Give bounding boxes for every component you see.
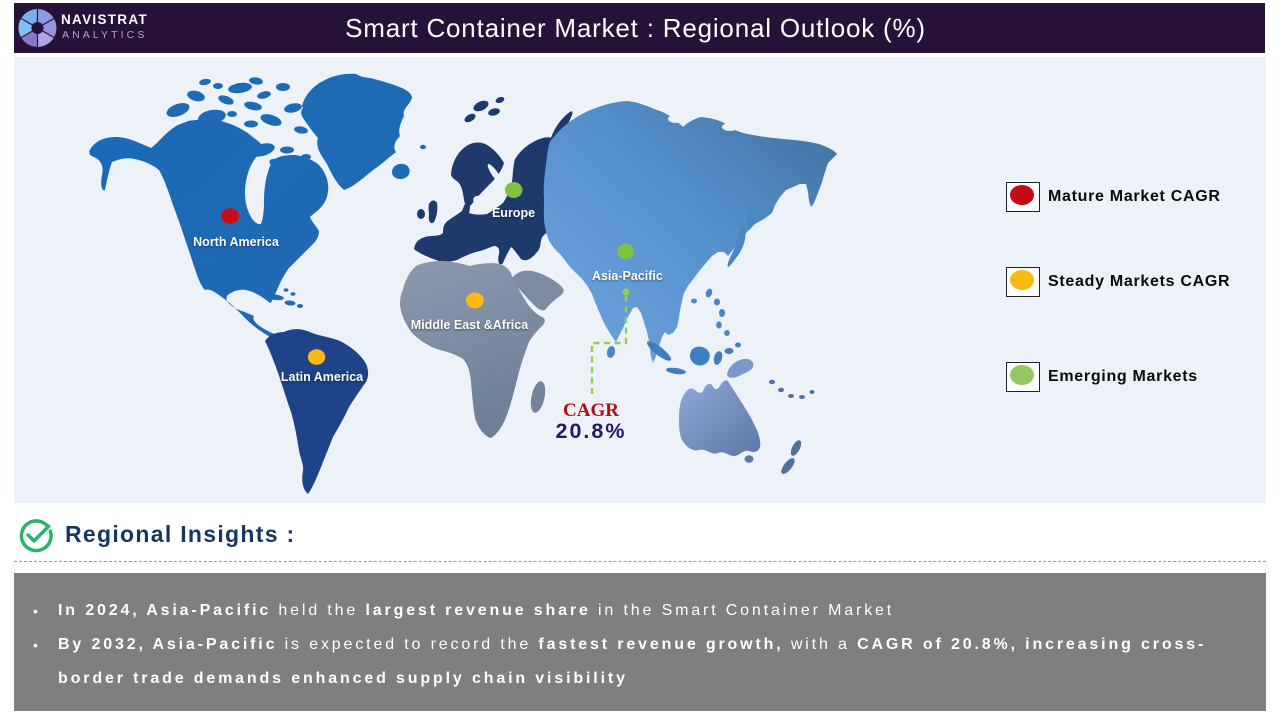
- svg-text:Latin America: Latin America: [281, 370, 364, 384]
- svg-text:Middle East &Africa: Middle East &Africa: [411, 318, 529, 332]
- svg-text:20.8%: 20.8%: [556, 419, 627, 443]
- svg-text:Europe: Europe: [492, 206, 535, 220]
- svg-text:Asia-Pacific: Asia-Pacific: [592, 269, 663, 283]
- svg-text:North America: North America: [193, 235, 280, 249]
- svg-text:CAGR: CAGR: [563, 400, 619, 421]
